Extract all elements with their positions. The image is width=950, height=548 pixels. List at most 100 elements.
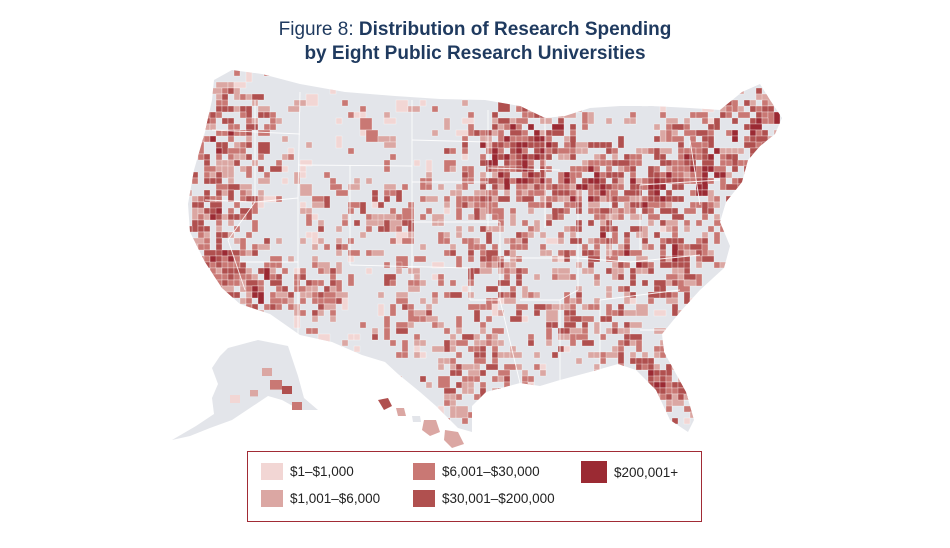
county-cell — [347, 147, 355, 155]
county-cell — [737, 237, 745, 245]
county-cell — [188, 291, 193, 299]
county-cell — [401, 393, 409, 401]
county-cell — [713, 279, 721, 287]
legend-item-tier-1: $1–$1,000 — [261, 463, 354, 480]
county-cell — [653, 363, 661, 371]
county-cell — [521, 105, 529, 113]
legend-label: $6,001–$30,000 — [442, 464, 540, 479]
county-cell — [485, 285, 499, 293]
county-cell — [539, 363, 547, 371]
county-cell — [563, 429, 571, 432]
county-cell — [521, 153, 529, 161]
county-cell — [467, 111, 475, 119]
county-cell — [743, 135, 751, 143]
county-cell — [497, 129, 505, 143]
county-cell — [653, 417, 667, 431]
county-cell — [641, 381, 649, 389]
county-cell — [395, 375, 403, 383]
county-cell — [623, 237, 631, 245]
county-cell — [431, 129, 439, 137]
county-cell — [491, 123, 499, 131]
county-cell — [188, 141, 193, 149]
county-cell — [467, 201, 475, 209]
county-cell — [629, 273, 637, 281]
county-cell — [467, 249, 475, 257]
county-cell — [269, 417, 277, 425]
county-cell — [365, 225, 373, 233]
county-cell — [617, 309, 625, 317]
county-cell — [509, 135, 517, 143]
county-cell — [233, 273, 241, 281]
county-cell — [755, 297, 763, 311]
county-cell — [653, 405, 661, 413]
county-cell — [359, 111, 367, 119]
county-cell — [281, 285, 289, 293]
county-cell — [449, 243, 457, 251]
county-cell — [473, 375, 481, 383]
county-cell — [599, 333, 607, 341]
county-cell — [755, 117, 763, 125]
county-cell — [617, 261, 625, 269]
county-cell — [479, 405, 487, 413]
county-cell — [545, 339, 553, 347]
county-cell — [653, 231, 661, 239]
county-cell — [593, 189, 601, 197]
county-cell — [377, 135, 391, 143]
county-cell — [695, 261, 703, 269]
county-cell — [449, 405, 457, 419]
county-cell — [605, 225, 613, 233]
county-cell — [725, 147, 733, 155]
county-cell — [539, 111, 547, 119]
county-cell — [749, 291, 757, 299]
county-cell — [293, 171, 301, 185]
county-cell — [563, 309, 571, 317]
county-cell — [599, 219, 607, 227]
county-cell — [605, 315, 613, 323]
county-cell — [443, 327, 451, 335]
county-cell — [617, 285, 625, 293]
county-cell — [593, 297, 601, 305]
county-cell — [497, 171, 505, 179]
county-cell — [659, 369, 667, 377]
county-cell — [269, 70, 277, 71]
county-cell — [551, 255, 559, 263]
county-cell — [467, 303, 481, 311]
county-cell — [353, 177, 361, 185]
county-cell — [695, 201, 703, 209]
county-cell — [395, 351, 403, 359]
county-cell — [485, 147, 493, 155]
county-cell — [383, 195, 391, 203]
county-cell — [227, 261, 235, 269]
county-cell — [545, 249, 553, 257]
county-cell — [587, 183, 595, 197]
county-cell — [203, 243, 211, 251]
county-cell — [539, 423, 547, 431]
county-cell — [215, 171, 223, 179]
county-cell — [725, 309, 733, 317]
county-cell — [221, 87, 229, 95]
county-cell — [689, 147, 697, 155]
county-cell — [677, 141, 685, 149]
county-cell — [515, 279, 523, 287]
county-cell — [713, 117, 721, 131]
county-cell — [605, 399, 613, 407]
county-cell — [515, 309, 523, 317]
county-cell — [647, 399, 661, 407]
alaska-borough-cell — [230, 395, 240, 403]
county-cell — [257, 285, 265, 293]
county-cell — [257, 105, 271, 113]
county-cell — [347, 237, 355, 245]
county-cell — [407, 285, 421, 293]
county-cell — [569, 171, 577, 185]
county-cell — [527, 207, 535, 215]
county-cell — [188, 411, 193, 419]
county-cell — [743, 70, 751, 83]
county-cell — [233, 291, 241, 299]
county-cell — [653, 123, 661, 131]
county-cell — [275, 159, 283, 167]
county-cell — [521, 381, 529, 389]
county-cell — [227, 207, 235, 215]
county-cell — [563, 189, 571, 197]
county-cell — [533, 189, 547, 197]
